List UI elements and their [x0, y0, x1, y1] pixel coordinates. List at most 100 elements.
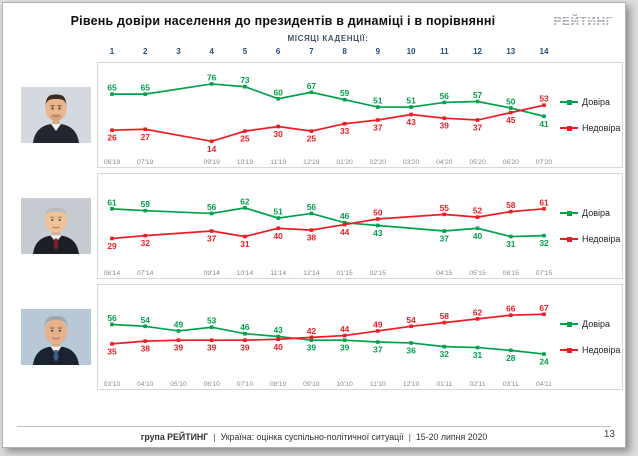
distrust-point-marker: [243, 129, 247, 133]
distrust-point-marker: [342, 333, 347, 338]
distrust-value-label: 14: [207, 144, 217, 154]
term-month-number: 3: [176, 47, 181, 56]
trust-value-label: 49: [174, 319, 184, 329]
trust-point-marker: [143, 324, 148, 329]
trust-point-marker: [542, 114, 546, 119]
term-months-svg: 1 2 3 4 5 6 7 8 9 10 11 12 13 14: [110, 47, 549, 56]
trust-point-marker: [209, 325, 214, 330]
distrust-point-marker: [342, 222, 347, 227]
distrust-point-marker: [309, 335, 314, 340]
distrust-point-marker: [143, 233, 148, 238]
distrust-point-marker: [276, 337, 280, 342]
president-photo-yanukovych: [21, 309, 91, 365]
trust-value-label: 76: [207, 72, 217, 82]
footer-divider: |: [408, 432, 411, 442]
distrust-value-label: 39: [174, 343, 184, 353]
term-month-number: 2: [143, 47, 148, 56]
distrust-value-label: 52: [473, 206, 483, 216]
distrust-value-label: 67: [539, 303, 549, 313]
distrust-line: [111, 207, 545, 240]
trust-point-marker: [342, 338, 347, 342]
trust-point-marker: [475, 345, 480, 350]
distrust-line-icon: [560, 125, 578, 131]
x-axis-label: 04'15: [436, 270, 453, 277]
distrust-value-label: 40: [273, 231, 283, 241]
trust-point-marker: [309, 90, 314, 95]
distrust-point-marker: [143, 339, 148, 343]
x-axis-label: 10'19: [237, 159, 254, 166]
x-axis-label: 07'20: [536, 159, 553, 166]
trust-point-marker: [209, 211, 214, 216]
trust-point-marker: [342, 97, 347, 102]
x-axis-label: 12'14: [303, 270, 320, 277]
term-months-header: МІСЯЦІ КАДЕНЦІЇ: 1 2 3 4 5 6 7 8 9 10 11 12 13 14: [3, 34, 625, 57]
president-photo-zelensky: [21, 87, 91, 143]
x-axis-label: 02'20: [370, 159, 387, 166]
legend-label-trust: Довіра: [582, 319, 610, 329]
trust-point-marker: [542, 352, 546, 356]
distrust-value-label: 39: [207, 343, 217, 353]
distrust-point-marker: [442, 116, 447, 120]
distrust-value-label: 62: [473, 307, 483, 317]
legend-label-distrust: Недовіра: [582, 234, 621, 244]
x-axis-label: 02'11: [470, 381, 486, 388]
distrust-point-marker: [376, 217, 380, 221]
x-axis-label: 09'19: [203, 159, 220, 166]
x-axis-label: 12'19: [303, 159, 320, 166]
chart-row-zelensky: 65 26 06'19 65 27 07'19 76 14 09'19 73 25 10'19 60 30…: [3, 62, 625, 168]
trust-point-marker: [243, 206, 247, 210]
distrust-value-label: 38: [307, 233, 317, 243]
distrust-value-label: 37: [207, 234, 217, 244]
chart-poroshenko: 61 29 06'14 59 32 07'14 56 37 09'14 62 31 10'14 51 40…: [98, 174, 558, 278]
trust-point-marker: [508, 106, 513, 110]
distrust-value-label: 45: [506, 115, 516, 125]
trust-value-label: 50: [506, 97, 516, 107]
distrust-point-marker: [542, 312, 546, 317]
trust-value-label: 56: [207, 202, 217, 212]
distrust-value-label: 49: [373, 319, 383, 329]
distrust-value-label: 35: [107, 346, 117, 356]
trust-value-label: 56: [107, 313, 117, 323]
rating-logo: РЕЙТИНГ: [547, 12, 613, 30]
chart-row-poroshenko: 61 29 06'14 59 32 07'14 56 37 09'14 62 31 10'14 51 40…: [3, 173, 625, 279]
legend-item-distrust: Недовіра: [560, 234, 622, 244]
x-axis-label: 01'11: [436, 381, 452, 388]
x-axis-label: 07'10: [237, 381, 254, 388]
trust-value-label: 36: [406, 345, 416, 355]
trust-value-label: 32: [440, 349, 450, 359]
distrust-point-marker: [342, 121, 347, 126]
trust-value-label: 31: [473, 350, 483, 360]
report-slide: Рівень довіри населення до президентів в…: [2, 2, 626, 448]
distrust-point-marker: [209, 229, 214, 233]
page-number: 13: [603, 429, 615, 440]
distrust-point-marker: [110, 236, 114, 241]
x-axis-label: 01'15: [336, 270, 353, 277]
x-axis-label: 07'19: [137, 159, 154, 166]
trust-point-marker: [409, 105, 413, 109]
distrust-value-label: 54: [406, 315, 416, 325]
distrust-line-icon: [560, 236, 578, 242]
trust-point-marker: [243, 331, 247, 336]
trust-value-label: 46: [340, 211, 350, 221]
trust-point-marker: [309, 338, 314, 342]
trust-point-marker: [276, 334, 280, 339]
trust-value-label: 28: [506, 353, 516, 363]
distrust-point-marker: [243, 234, 247, 239]
chart-yanukovych: 56 35 03'10 54 38 04'10 49 39 05'10 53 39 06'10 46 39…: [98, 285, 558, 389]
distrust-value-label: 33: [340, 126, 350, 136]
term-months-numbers: 1 2 3 4 5 6 7 8 9 10 11 12 13 14: [98, 44, 558, 57]
trust-value-label: 57: [473, 90, 483, 100]
footer-org: група РЕЙТИНГ: [140, 432, 209, 442]
x-axis-label: 11'14: [270, 270, 286, 277]
trust-distrust-line-chart: 65 26 06'19 65 27 07'19 76 14 09'19 73 25 10'19 60 30…: [104, 72, 553, 166]
x-axis-label: 03'10: [104, 381, 121, 388]
legend-label-trust: Довіра: [582, 97, 610, 107]
chart-legend: Довіра Недовіра: [558, 319, 622, 355]
trust-point-marker: [176, 329, 181, 333]
term-month-number: 14: [540, 47, 549, 56]
term-month-number: 4: [209, 47, 214, 56]
trust-value-label: 37: [373, 345, 383, 355]
trust-value-label: 67: [307, 81, 317, 91]
term-month-number: 1: [110, 47, 115, 56]
distrust-point-marker: [309, 129, 314, 133]
